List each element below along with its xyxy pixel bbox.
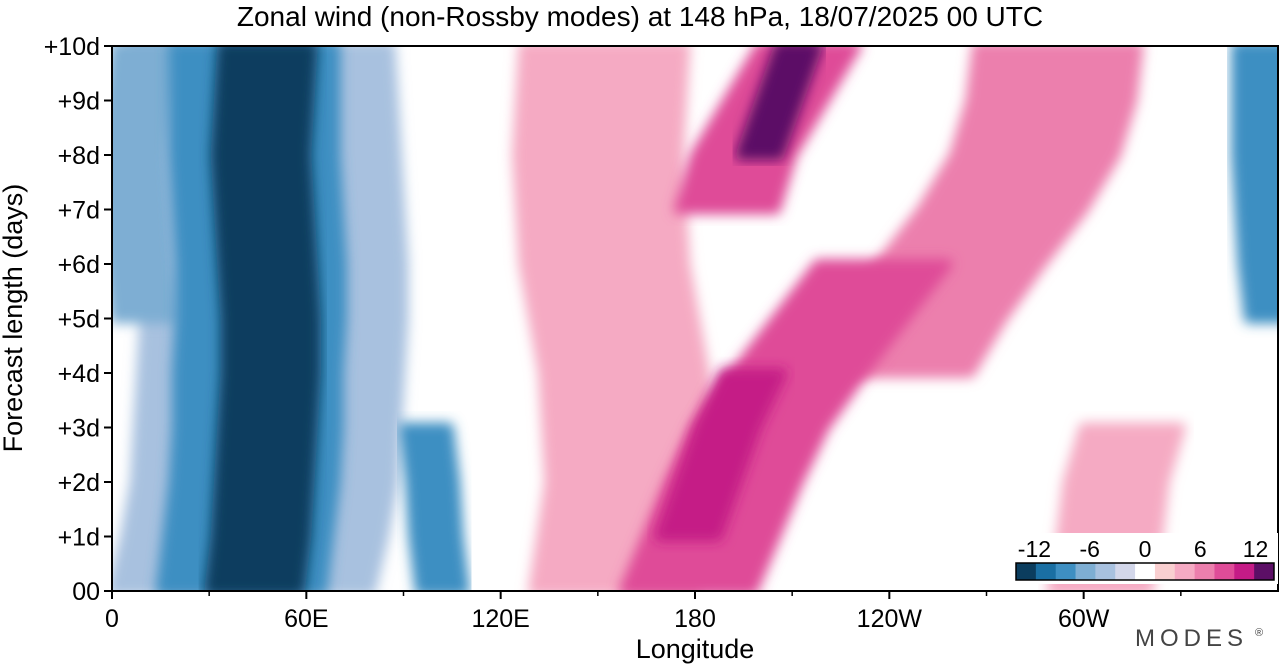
colorbar-tick-label: 0 [1139, 536, 1152, 562]
x-tick-label: 120E [471, 605, 529, 633]
x-tick-label: 180 [674, 605, 716, 633]
colorbar-swatch [1016, 563, 1037, 580]
y-tick-label: +3d [58, 415, 100, 443]
y-tick-label: +5d [58, 306, 100, 334]
colorbar-swatch [1115, 563, 1136, 580]
chart-title: Zonal wind (non-Rossby modes) at 148 hPa… [237, 1, 1043, 32]
x-tick-label: 0 [105, 605, 119, 633]
logo-mark: ® [1255, 627, 1263, 639]
colorbar-swatch [1055, 563, 1077, 580]
plot-area [112, 46, 1278, 591]
colorbar-tick-label: 12 [1243, 536, 1269, 562]
wind-field [112, 46, 1278, 591]
y-axis-label: Forecast length (days) [0, 184, 28, 453]
logo-text: MODES [1135, 625, 1248, 652]
y-tick-label: +4d [58, 360, 100, 388]
x-axis-label: Longitude [636, 634, 755, 664]
colorbar-swatch [1234, 563, 1255, 580]
colorbar-tick-label: 6 [1194, 536, 1207, 562]
y-tick-label: 00 [72, 578, 100, 606]
y-tick-label: +2d [58, 469, 100, 497]
y-tick-label: +10d [44, 33, 100, 61]
x-tick-label: 60E [284, 605, 328, 633]
colorbar: -12 -6 0 6 12 [1012, 533, 1278, 584]
x-tick-label: 120W [857, 605, 923, 633]
colorbar-swatch [1135, 563, 1156, 580]
colorbar-swatch [1174, 563, 1196, 580]
wind-band [112, 46, 179, 324]
modes-logo: MODES ® [1135, 625, 1263, 652]
colorbar-swatch [1035, 563, 1057, 580]
colorbar-tick-label: -12 [1018, 536, 1051, 562]
wind-band [204, 46, 321, 591]
y-tick-label: +6d [58, 251, 100, 279]
colorbar-tick-label: -6 [1079, 536, 1099, 562]
colorbar-swatch [1194, 563, 1215, 580]
colorbar-frame [1015, 562, 1275, 581]
wind-band [1230, 46, 1278, 324]
colorbar-swatch [1095, 563, 1116, 580]
wind-band [735, 46, 824, 160]
wind-band [398, 422, 470, 591]
colorbar-swatch [1075, 563, 1096, 580]
colorbar-swatch [1254, 563, 1275, 580]
colorbar-swatch [1214, 563, 1235, 580]
y-tick-label: +7d [58, 197, 100, 225]
colorbar-swatch [1154, 563, 1176, 580]
x-tick-label: 60W [1058, 605, 1110, 633]
x-axis: 0 60E 120E 180 120W 60W [105, 591, 1182, 633]
y-tick-label: +8d [58, 142, 100, 170]
y-axis: 00 +1d +2d +3d +4d +5d +6d +7d +8d +9d +10d [44, 33, 112, 606]
y-tick-label: +1d [58, 524, 100, 552]
y-tick-label: +9d [58, 88, 100, 116]
wind-band [654, 368, 788, 542]
